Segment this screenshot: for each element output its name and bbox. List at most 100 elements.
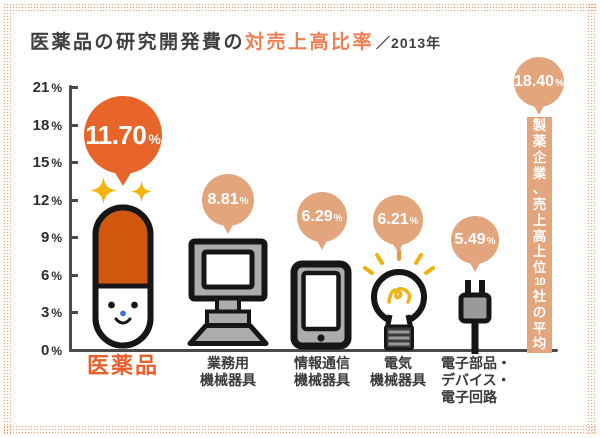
category-label-line: 電気 — [384, 355, 412, 371]
x-axis-line — [69, 349, 558, 352]
y-axis-tick: 21% — [18, 79, 78, 97]
y-axis-tick: 15% — [18, 154, 78, 172]
value-balloon-business-machinery: 8.81% — [202, 174, 254, 234]
y-tick-value: 15 — [32, 154, 50, 171]
dotted-border-left — [3, 3, 13, 435]
value-unit: % — [239, 196, 249, 207]
y-axis-tick: 6% — [18, 267, 78, 285]
y-axis-tick: 9% — [18, 229, 78, 247]
annotation-char: 薬 — [532, 134, 547, 149]
y-tick-value: 12 — [32, 192, 50, 209]
y-axis-tick: 3% — [18, 304, 78, 322]
tick-mark — [72, 199, 78, 202]
value-balloon-info-communication: 6.29% — [297, 192, 347, 250]
y-tick-unit: % — [51, 81, 62, 95]
value-business-machinery: 8.81 — [207, 191, 239, 208]
annotation-char: 平 — [532, 320, 547, 336]
y-tick-unit: % — [51, 156, 62, 170]
value-balloon-pharma-top10-average: 18.40% — [514, 57, 564, 115]
annotation-char: 均 — [532, 336, 547, 352]
value-unit: % — [333, 213, 343, 224]
annotation-bar-pharma-top10-average: 製 薬 企 業 、 売 上 高 上 位 10 社 の 平 均 — [527, 117, 552, 353]
category-label-pharmaceuticals: 医薬品 — [63, 354, 183, 378]
annotation-char: の — [532, 304, 547, 320]
value-unit: % — [486, 236, 496, 247]
annotation-char: 位 — [532, 260, 547, 275]
category-label-line: 電子部品・ — [441, 355, 511, 371]
balloon-tail — [114, 171, 132, 186]
value-unit: % — [555, 78, 564, 89]
tick-mark — [72, 124, 78, 127]
annotation-char: 10 — [534, 275, 545, 288]
dotted-border-top — [3, 3, 597, 13]
category-label-line: 医薬品 — [86, 353, 159, 378]
value-pharma-top10-average: 18.40 — [514, 73, 555, 90]
y-tick-value: 9 — [40, 229, 50, 246]
y-axis-line — [69, 85, 72, 352]
category-label-line: 情報通信 — [294, 355, 350, 371]
balloon-tail — [392, 242, 404, 253]
dotted-border-right — [587, 3, 597, 435]
value-info-communication: 6.29 — [301, 208, 333, 225]
sparkle-icon — [131, 181, 152, 202]
value-pharmaceuticals: 11.70 — [85, 119, 147, 150]
y-tick-value: 18 — [32, 117, 50, 134]
annotation-char: 高 — [532, 228, 547, 244]
category-label-line: 機械器具 — [294, 372, 350, 388]
y-tick-unit: % — [51, 231, 62, 245]
tick-mark — [72, 311, 78, 314]
y-tick-value: 6 — [40, 267, 50, 284]
plug-icon — [458, 280, 492, 354]
chart-title-main: 医薬品の研究開発費の — [30, 32, 246, 53]
category-label-info-communication: 情報通信 機械器具 — [262, 355, 382, 389]
annotation-char: 社 — [532, 289, 547, 304]
value-unit: % — [148, 130, 161, 147]
category-label-business-machinery: 業務用 機械器具 — [168, 355, 288, 389]
chart-title-accent: 対売上高比率 — [245, 32, 375, 53]
y-tick-unit: % — [51, 269, 62, 283]
balloon-tail — [469, 261, 481, 272]
light-bulb-icon — [363, 249, 435, 351]
capsule-icon — [92, 204, 154, 349]
annotation-char: 業 — [532, 165, 547, 181]
dotted-border-bottom — [3, 425, 597, 435]
y-tick-value: 3 — [40, 304, 50, 321]
y-axis-tick: 12% — [18, 192, 78, 210]
y-tick-value: 0 — [40, 342, 50, 359]
chart-title: 医薬品の研究開発費の 対売上高比率 ／2013年 — [30, 27, 441, 54]
annotation-char: 、 — [532, 181, 547, 197]
tick-mark — [72, 236, 78, 239]
annotation-char: 企 — [532, 149, 547, 165]
value-electronic-parts: 5.49 — [454, 231, 486, 248]
y-tick-unit: % — [51, 306, 62, 320]
y-axis-tick: 0% — [18, 342, 62, 360]
category-label-line: 電子回路 — [441, 389, 497, 405]
y-tick-value: 21 — [32, 79, 50, 96]
balloon-tail — [316, 239, 328, 250]
sparkle-icon — [90, 177, 117, 204]
y-tick-unit: % — [51, 344, 62, 358]
category-label-line: 機械器具 — [200, 372, 256, 388]
tick-mark — [72, 161, 78, 164]
tablet-icon — [290, 260, 352, 350]
value-balloon-electrical-machinery: 6.21% — [373, 195, 423, 253]
tick-mark — [72, 86, 78, 89]
tick-mark — [72, 274, 78, 277]
balloon-tail — [222, 223, 234, 234]
value-balloon-pharmaceuticals: 11.70% — [84, 96, 162, 186]
category-label-electrical-machinery: 電気 機械器具 — [338, 355, 458, 389]
y-tick-unit: % — [51, 194, 62, 208]
value-unit: % — [409, 216, 419, 227]
chart-title-year: ／2013年 — [376, 35, 442, 51]
annotation-char: 上 — [532, 244, 547, 260]
y-axis-tick: 18% — [18, 117, 78, 135]
category-label-line: 機械器具 — [370, 372, 426, 388]
annotation-char: 売 — [532, 197, 547, 212]
desktop-computer-icon — [187, 238, 269, 346]
category-label-electronic-parts: 電子部品・ デバイス・ 電子回路 — [441, 355, 531, 406]
category-label-line: 業務用 — [207, 355, 249, 371]
y-tick-unit: % — [51, 119, 62, 133]
value-electrical-machinery: 6.21 — [377, 211, 409, 228]
balloon-tail — [533, 104, 545, 115]
